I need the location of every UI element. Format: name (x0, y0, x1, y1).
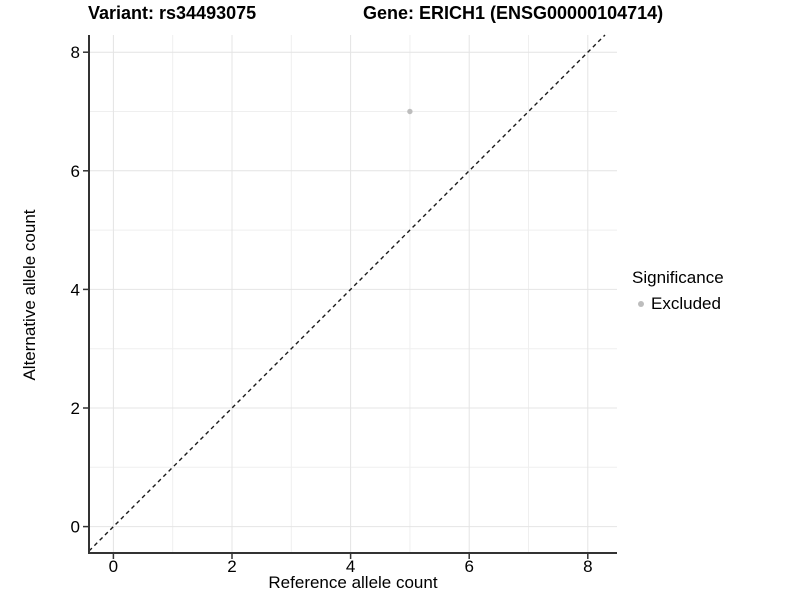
legend: Significance Excluded (632, 268, 724, 314)
legend-title: Significance (632, 268, 724, 287)
legend-key-box (632, 296, 649, 313)
x-tick-label: 2 (227, 557, 236, 576)
y-tick-label: 4 (71, 280, 80, 299)
y-tick-label: 8 (71, 43, 80, 62)
x-tick-label: 8 (583, 557, 592, 576)
scatter-point (407, 108, 413, 115)
data-points (407, 108, 413, 115)
grid-major-lines (89, 35, 617, 553)
identity-dashed-line (88, 34, 606, 552)
x-tick-label: 6 (464, 557, 473, 576)
legend-item-excluded: Excluded (632, 294, 724, 314)
y-tick-label: 2 (71, 399, 80, 418)
y-tick-label: 6 (71, 162, 80, 181)
x-axis-title: Reference allele count (268, 573, 438, 592)
grid-minor-lines (89, 35, 617, 553)
y-axis-tick-labels: 0 2 4 6 8 (71, 43, 80, 536)
x-tick-label: 4 (346, 557, 355, 576)
x-tick-label: 0 (109, 557, 118, 576)
x-axis-tick-labels: 0 2 4 6 8 (109, 557, 593, 576)
gene-title: Gene: ERICH1 (ENSG00000104714) (363, 3, 664, 23)
axis-lines (88, 35, 617, 554)
legend-item-label: Excluded (651, 294, 721, 313)
excluded-point-swatch-icon (637, 301, 644, 307)
y-tick-label: 0 (71, 518, 80, 537)
axis-tick-marks (83, 51, 589, 559)
variant-title: Variant: rs34493075 (88, 3, 257, 23)
y-axis-title: Alternative allele count (20, 209, 39, 381)
